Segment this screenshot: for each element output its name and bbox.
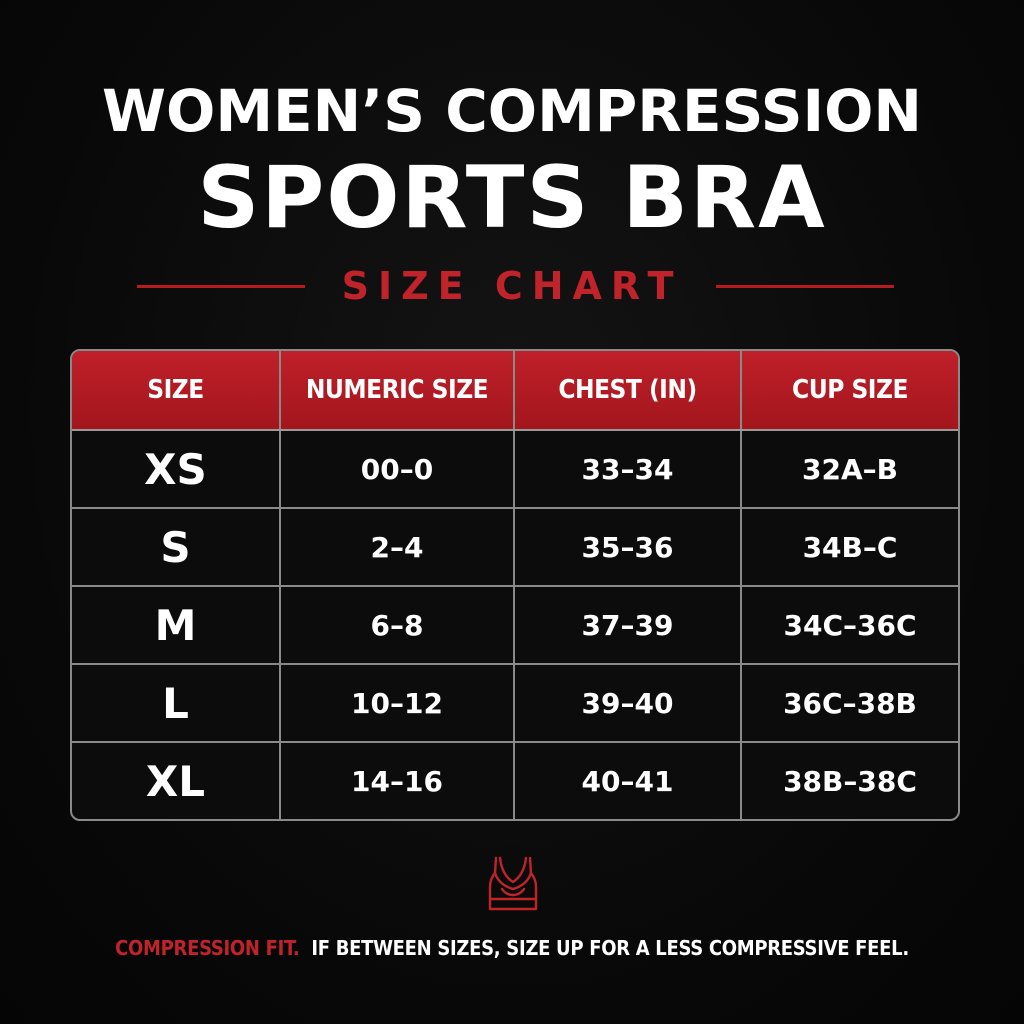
- fit-note-accent: COMPRESSION FIT.: [115, 936, 300, 960]
- subtitle: SIZE CHART: [341, 264, 683, 308]
- column-header-cup-size: CUP SIZE: [792, 375, 908, 405]
- subtitle-row: SIZE CHART: [0, 262, 1024, 310]
- cup-size-cell: 32A–B: [802, 452, 898, 486]
- subtitle-divider-right: [716, 285, 894, 288]
- title-line-1: WOMEN’S COMPRESSION: [102, 77, 922, 145]
- table-row: XS 00–0 33–34 32A–B: [72, 431, 958, 509]
- cup-size-cell: 34C–36C: [783, 608, 917, 642]
- cup-size-cell: 38B–38C: [783, 764, 917, 798]
- table-row: XL 14–16 40–41 38B–38C: [72, 743, 958, 819]
- chest-cell: 33–34: [515, 431, 742, 507]
- table-row: M 6–8 37–39 34C–36C: [72, 587, 958, 665]
- table-row: L 10–12 39–40 36C–38B: [72, 665, 958, 743]
- cup-size-cell: 36C–38B: [783, 686, 917, 720]
- cup-size-cell: 34B–C: [802, 530, 898, 564]
- fit-note: COMPRESSION FIT. IF BETWEEN SIZES, SIZE …: [0, 933, 1024, 963]
- numeric-size-cell: 14–16: [281, 743, 515, 819]
- size-cell: XL: [72, 743, 281, 819]
- numeric-size-cell: 6–8: [281, 587, 515, 663]
- size-cell: S: [72, 509, 281, 585]
- sports-bra-icon: [484, 855, 542, 913]
- numeric-size-cell: 00–0: [281, 431, 515, 507]
- fit-note-body: IF BETWEEN SIZES, SIZE UP FOR A LESS COM…: [311, 936, 909, 960]
- chest-cell: 37–39: [515, 587, 742, 663]
- column-header-size: SIZE: [72, 351, 281, 429]
- numeric-size-cell: 2–4: [281, 509, 515, 585]
- column-header-numeric-size: NUMERIC SIZE: [281, 351, 515, 429]
- chest-cell: 39–40: [515, 665, 742, 741]
- subtitle-divider-left: [137, 285, 305, 288]
- chest-cell: 35–36: [515, 509, 742, 585]
- title-line-2: SPORTS BRA: [197, 148, 827, 248]
- size-cell: L: [72, 665, 281, 741]
- table-header: SIZE NUMERIC SIZE CHEST (IN) CUP SIZE: [72, 351, 958, 431]
- numeric-size-cell: 10–12: [281, 665, 515, 741]
- size-cell: M: [72, 587, 281, 663]
- column-header-chest: CHEST (IN): [515, 351, 742, 429]
- size-table: SIZE NUMERIC SIZE CHEST (IN) CUP SIZE XS…: [70, 349, 960, 821]
- table-row: S 2–4 35–36 34B–C: [72, 509, 958, 587]
- chest-cell: 40–41: [515, 743, 742, 819]
- size-cell: XS: [72, 431, 281, 507]
